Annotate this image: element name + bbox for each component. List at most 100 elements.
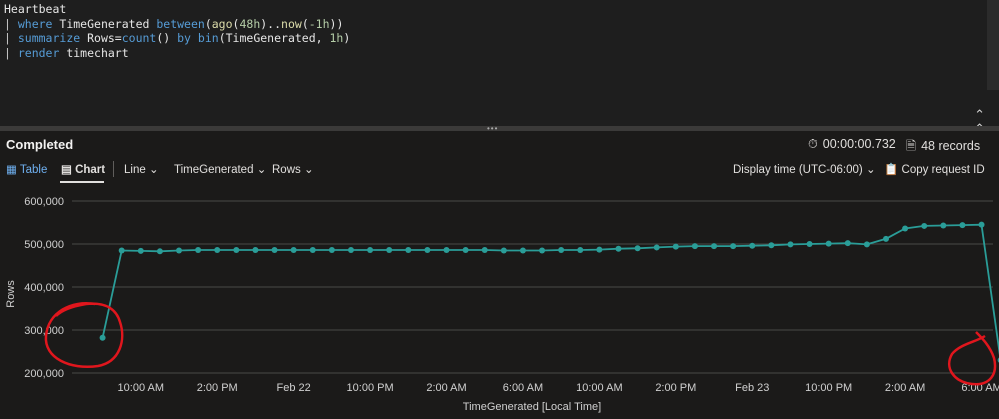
data-point[interactable]	[825, 240, 832, 247]
query-token: between	[156, 16, 205, 31]
data-point[interactable]	[539, 247, 546, 254]
y-axis-label: Rows	[5, 280, 17, 308]
query-token: bin	[197, 31, 219, 45]
data-point[interactable]	[386, 247, 393, 254]
data-point[interactable]	[959, 222, 966, 229]
y-column-dropdown[interactable]: Rows ⌄	[272, 162, 314, 176]
x-column-dropdown[interactable]: TimeGenerated ⌄	[174, 162, 266, 176]
data-point[interactable]	[749, 242, 756, 249]
splitter-grip-icon[interactable]: •••	[487, 124, 499, 133]
y-axis-ticks: 200,000 300,000 400,000 500,000 600,000	[24, 196, 64, 380]
data-point[interactable]	[691, 243, 698, 250]
x-tick-label: 2:00 AM	[885, 382, 925, 394]
query-line[interactable]: | summarize Rows=count() by bin(TimeGene…	[4, 31, 350, 46]
data-point[interactable]	[328, 247, 335, 254]
data-point[interactable]	[405, 247, 412, 254]
pane-splitter[interactable]	[0, 126, 999, 131]
data-point[interactable]	[921, 222, 928, 229]
query-token: ago	[211, 16, 233, 31]
copy-request-label: Copy request ID	[901, 164, 985, 176]
query-line[interactable]: | where TimeGenerated between(ago(48h)..…	[4, 17, 350, 32]
data-point[interactable]	[176, 247, 183, 254]
display-time-value: Display time (UTC-06:00)	[733, 164, 863, 176]
y-tick-label: 600,000	[24, 196, 64, 208]
query-token: count	[121, 31, 157, 45]
results-status-bar: Completed ⏱ 00:00:00.732 🗎 48 records	[0, 131, 999, 156]
x-tick-label: 2:00 PM	[197, 382, 238, 394]
tab-chart[interactable]: ▤ Chart	[61, 162, 105, 176]
data-point[interactable]	[806, 241, 813, 247]
data-point[interactable]	[233, 247, 240, 254]
x-tick-label: Feb 22	[277, 382, 311, 394]
y-column-value: Rows	[272, 164, 301, 176]
data-point[interactable]	[500, 247, 507, 254]
data-point[interactable]	[118, 247, 125, 254]
data-point[interactable]	[424, 247, 431, 254]
data-point[interactable]	[711, 243, 718, 250]
data-point[interactable]	[653, 244, 660, 251]
data-point[interactable]	[882, 235, 889, 242]
data-point[interactable]	[577, 247, 584, 254]
chart-type-dropdown[interactable]: Line ⌄	[124, 162, 159, 176]
data-point[interactable]	[481, 247, 488, 254]
query-token: ()	[156, 31, 178, 45]
data-point[interactable]	[672, 243, 679, 250]
data-point[interactable]	[462, 247, 469, 254]
query-token: Rows=	[80, 31, 122, 45]
editor-scrollbar[interactable]	[987, 0, 999, 90]
query-editor[interactable]: Heartbeat | where TimeGenerated between(a…	[0, 0, 999, 136]
x-axis-label: TimeGenerated [Local Time]	[463, 401, 601, 413]
data-point[interactable]	[940, 222, 947, 229]
document-icon: 🗎	[906, 139, 917, 153]
chevron-down-icon: ⌄	[303, 164, 314, 176]
display-time-dropdown[interactable]: Display time (UTC-06:00) ⌄	[733, 162, 876, 176]
x-axis-ticks: 10:00 AM 2:00 PM Feb 22 10:00 PM 2:00 AM 6:00…	[118, 382, 999, 394]
data-point[interactable]	[634, 245, 641, 252]
status-title: Completed	[6, 137, 74, 152]
y-tick-label: 300,000	[24, 325, 64, 337]
data-point[interactable]	[156, 248, 163, 255]
x-column-value: TimeGenerated	[174, 164, 254, 176]
data-point[interactable]	[214, 247, 221, 254]
tab-chart-label: Chart	[75, 164, 106, 176]
data-point[interactable]	[137, 247, 144, 254]
query-token: |	[4, 31, 18, 45]
data-point[interactable]	[252, 247, 259, 254]
data-point[interactable]	[902, 225, 909, 232]
query-token: where	[17, 16, 53, 31]
data-point[interactable]	[443, 247, 450, 254]
data-point[interactable]	[978, 221, 985, 228]
query-line[interactable]: Heartbeat	[4, 2, 350, 17]
data-point[interactable]	[730, 243, 737, 250]
tab-table-label: Table	[19, 164, 48, 176]
data-point[interactable]	[195, 247, 202, 254]
query-token: Heartbeat	[4, 2, 67, 16]
data-point[interactable]	[367, 247, 374, 254]
data-point[interactable]	[271, 247, 278, 254]
data-point[interactable]	[347, 247, 354, 254]
query-token: TimeGenerated	[52, 16, 157, 31]
copy-request-id-button[interactable]: 📋 Copy request ID	[884, 162, 985, 176]
chart-grid	[72, 200, 993, 374]
data-point[interactable]	[290, 247, 297, 254]
query-token: (	[204, 16, 212, 31]
active-tab-indicator	[60, 181, 104, 183]
data-point[interactable]	[558, 247, 565, 254]
data-point[interactable]	[519, 247, 526, 254]
data-point[interactable]	[596, 246, 603, 253]
data-point[interactable]	[615, 245, 622, 252]
query-text[interactable]: Heartbeat | where TimeGenerated between(a…	[4, 2, 350, 60]
data-point[interactable]	[787, 241, 794, 248]
tab-table[interactable]: ▦ Table	[6, 162, 47, 176]
query-token: |	[4, 16, 18, 31]
data-point[interactable]	[863, 241, 870, 248]
query-token: ))	[329, 16, 344, 31]
y-tick-label: 400,000	[24, 282, 64, 294]
data-point[interactable]	[99, 334, 106, 341]
data-point[interactable]	[844, 240, 851, 247]
data-point[interactable]	[768, 242, 775, 249]
data-point[interactable]	[309, 247, 316, 254]
x-tick-label: 2:00 AM	[426, 382, 466, 394]
query-line[interactable]: | render timechart	[4, 46, 350, 61]
chevron-down-icon: ⌄	[148, 164, 159, 176]
